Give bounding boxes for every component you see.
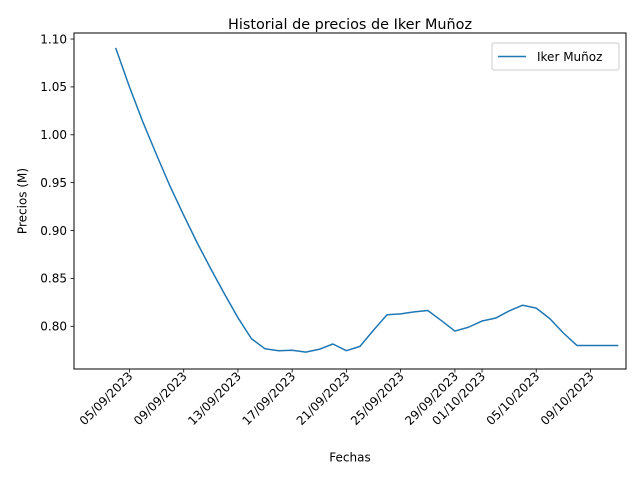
data-point	[264, 348, 266, 350]
data-point	[481, 320, 483, 322]
data-point	[332, 343, 334, 345]
y-tick-label: 0.80	[40, 320, 67, 334]
data-point	[278, 350, 280, 352]
data-point	[373, 329, 375, 331]
data-point	[590, 345, 592, 347]
data-point	[305, 351, 307, 353]
legend: Iker Muñoz	[491, 42, 620, 71]
data-point	[115, 48, 117, 50]
y-tick-label: 1.10	[40, 32, 67, 46]
y-tick-label: 1.05	[40, 80, 67, 94]
data-point	[346, 350, 348, 352]
series-line	[114, 47, 619, 353]
data-point	[576, 345, 578, 347]
data-point	[224, 293, 226, 295]
y-tick-label: 1.00	[40, 128, 67, 142]
y-axis-ticks: 0.80 0.85 0.90 0.95 1.00 1.05 1.10	[40, 32, 74, 334]
data-point	[617, 345, 619, 347]
data-point	[197, 242, 199, 244]
data-point	[210, 268, 212, 270]
data-point	[468, 327, 470, 329]
data-point	[251, 338, 253, 340]
y-tick-label: 0.95	[40, 176, 67, 190]
data-point	[400, 313, 402, 315]
data-point	[563, 332, 565, 334]
data-point	[535, 307, 537, 309]
data-point	[549, 318, 551, 320]
data-point	[441, 320, 443, 322]
data-point	[413, 311, 415, 313]
data-point	[508, 310, 510, 312]
data-point	[522, 304, 524, 306]
x-axis-label: Fechas	[329, 451, 370, 465]
y-tick-label: 0.90	[40, 224, 67, 238]
data-point	[291, 349, 293, 351]
data-point	[183, 214, 185, 216]
data-point	[237, 317, 239, 319]
legend-box	[491, 42, 620, 71]
data-point	[156, 154, 158, 156]
data-point	[319, 349, 321, 351]
data-point	[427, 310, 429, 312]
plot-area-frame	[73, 32, 627, 370]
legend-label: Iker Muñoz	[537, 50, 602, 64]
data-point	[359, 346, 361, 348]
data-point	[129, 86, 131, 88]
data-point	[386, 314, 388, 316]
series-group	[114, 47, 619, 353]
data-point	[454, 330, 456, 332]
data-point	[142, 122, 144, 124]
chart-title: Historial de precios de Iker Muñoz	[228, 17, 472, 33]
data-point	[603, 345, 605, 347]
y-axis-label: Precios (M)	[16, 168, 30, 234]
data-point	[169, 186, 171, 188]
data-point	[495, 317, 497, 319]
y-tick-label: 0.85	[40, 272, 67, 286]
